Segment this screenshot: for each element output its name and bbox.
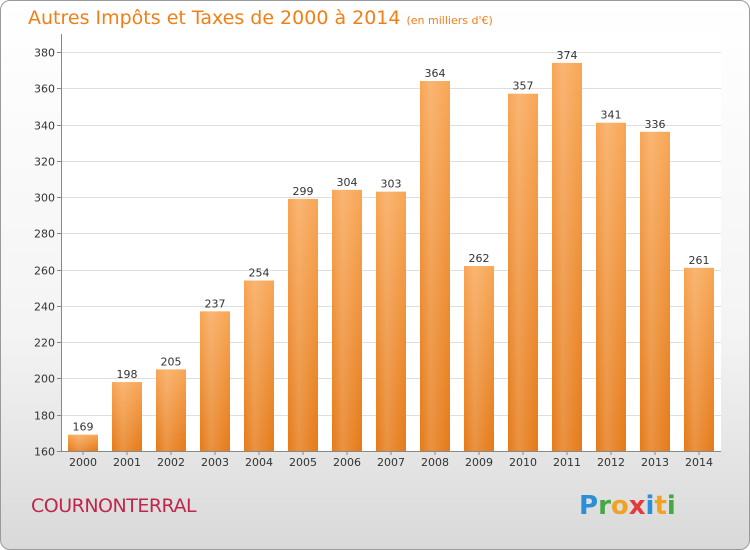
bar-highlight xyxy=(684,267,714,451)
bar-value-label: 237 xyxy=(205,297,226,310)
bar-value-label: 303 xyxy=(381,178,402,191)
bar-highlight xyxy=(200,311,230,451)
bar-highlight xyxy=(68,434,98,451)
x-tick-label: 2013 xyxy=(641,456,669,469)
bar-value-label: 374 xyxy=(557,49,578,62)
bar-value-label: 198 xyxy=(117,368,138,381)
y-tick-label: 360 xyxy=(34,83,55,96)
x-tick-label: 2006 xyxy=(333,456,361,469)
chart-title-unit: (en milliers d'€) xyxy=(406,14,493,27)
y-tick-label: 180 xyxy=(34,410,55,423)
y-tick-label: 340 xyxy=(34,120,55,133)
bar-value-label: 261 xyxy=(689,254,710,267)
bar-highlight xyxy=(420,81,450,451)
y-tick-label: 380 xyxy=(34,47,55,60)
bar-highlight xyxy=(332,189,362,451)
x-tick-label: 2004 xyxy=(245,456,273,469)
bar-value-label: 336 xyxy=(645,118,666,131)
bar-highlight xyxy=(640,131,670,452)
bar-highlight xyxy=(596,122,626,452)
bar-value-label: 262 xyxy=(469,252,490,265)
y-tick-label: 320 xyxy=(34,156,55,169)
bar-highlight xyxy=(112,382,142,451)
bar-highlight xyxy=(244,280,274,451)
bar-highlight xyxy=(508,93,538,452)
x-tick-label: 2000 xyxy=(69,456,97,469)
x-tick-label: 2012 xyxy=(597,456,625,469)
x-tick-label: 2014 xyxy=(685,456,713,469)
x-tick-label: 2001 xyxy=(113,456,141,469)
proxiti-logo: Proxiti xyxy=(579,491,676,521)
y-tick-label: 220 xyxy=(34,337,55,350)
y-tick-label: 300 xyxy=(34,192,55,205)
x-tick-label: 2007 xyxy=(377,456,405,469)
x-tick-label: 2005 xyxy=(289,456,317,469)
bar-value-label: 205 xyxy=(161,355,182,368)
bar-highlight xyxy=(376,191,406,451)
chart-title: Autres Impôts et Taxes de 2000 à 2014 (en… xyxy=(28,7,493,29)
bar-value-label: 341 xyxy=(601,109,622,122)
y-tick-label: 160 xyxy=(34,446,55,459)
bar-value-label: 357 xyxy=(513,80,534,93)
bar-highlight xyxy=(464,266,494,451)
bar-highlight xyxy=(288,198,318,451)
bar-value-label: 304 xyxy=(337,176,358,189)
x-tick-label: 2008 xyxy=(421,456,449,469)
y-tick-label: 280 xyxy=(34,228,55,241)
bar-value-label: 364 xyxy=(425,67,446,80)
chart-title-main: Autres Impôts et Taxes de 2000 à 2014 xyxy=(28,7,401,29)
commune-name: COURNONTERRAL xyxy=(31,495,197,517)
bar-value-label: 169 xyxy=(73,421,94,434)
bar-highlight xyxy=(156,369,186,451)
x-tick-label: 2002 xyxy=(157,456,185,469)
bar-highlight xyxy=(552,62,582,452)
x-tick-label: 2003 xyxy=(201,456,229,469)
bar-value-label: 299 xyxy=(293,185,314,198)
y-tick-label: 260 xyxy=(34,265,55,278)
bar-value-label: 254 xyxy=(249,267,270,280)
x-tick-label: 2010 xyxy=(509,456,537,469)
x-tick-label: 2011 xyxy=(553,456,581,469)
y-tick-label: 240 xyxy=(34,301,55,314)
y-tick-label: 200 xyxy=(34,373,55,386)
x-tick-label: 2009 xyxy=(465,456,493,469)
